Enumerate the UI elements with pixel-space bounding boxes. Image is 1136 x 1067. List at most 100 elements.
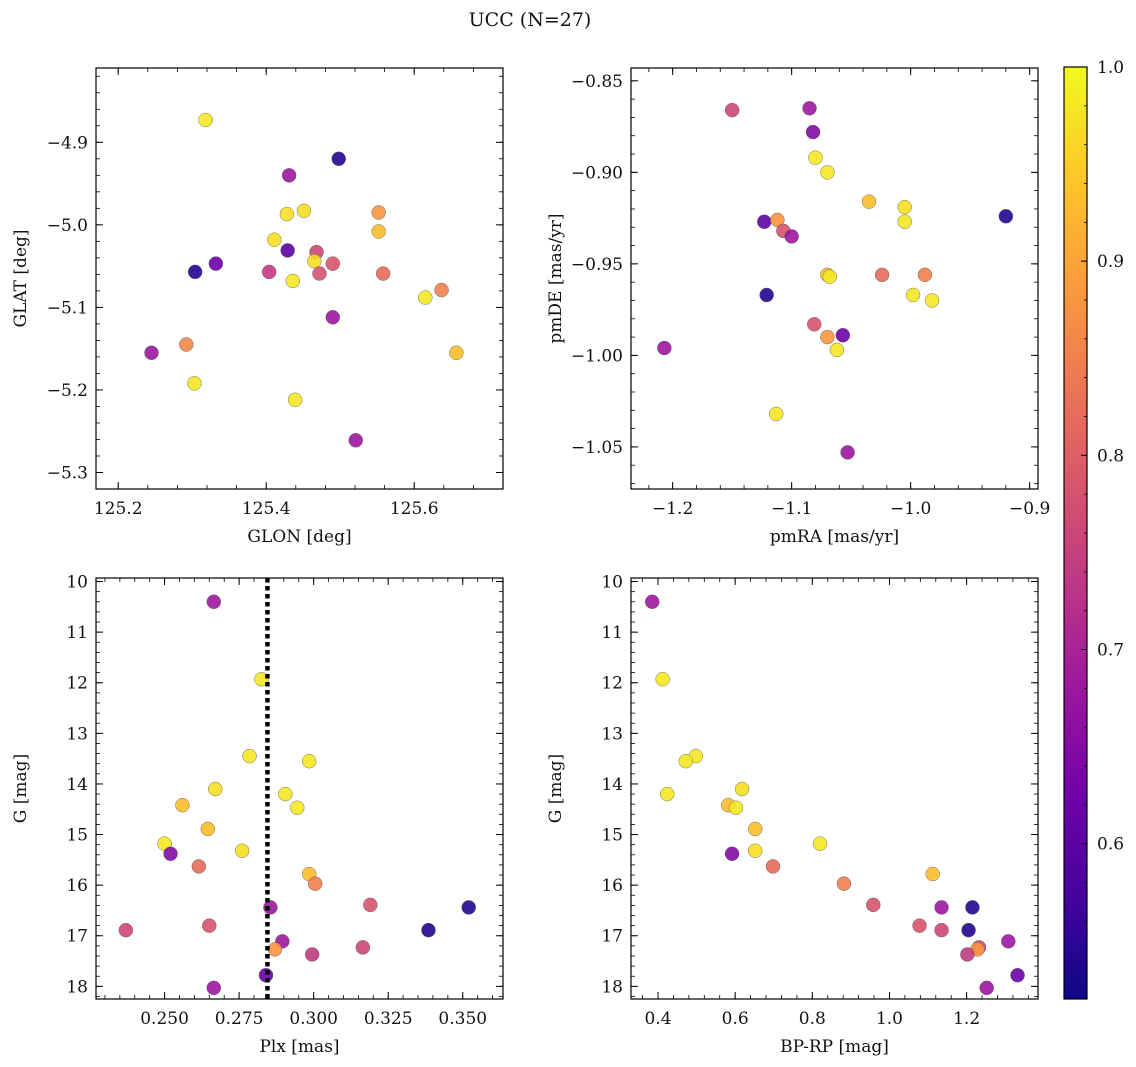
- scatter-point: [198, 112, 213, 128]
- colorbar: 0.6 0.7 0.8 0.9 1.0: [1063, 58, 1124, 1000]
- x-tick-label: 125.6: [390, 499, 439, 519]
- scatter-point: [267, 942, 283, 957]
- scatter-point: [840, 445, 855, 460]
- colorbar-tick-label: 0.7: [1097, 641, 1124, 661]
- y-tick-label: −0.95: [571, 255, 623, 275]
- scatter-point: [279, 206, 295, 222]
- scatter-point: [307, 876, 323, 891]
- scatter-point: [254, 672, 269, 687]
- scatter-point: [805, 124, 821, 140]
- scatter-point: [897, 214, 912, 229]
- scatter-point: [242, 748, 257, 764]
- x-tick-label: 0.350: [438, 1009, 487, 1029]
- scatter-point: [768, 406, 784, 422]
- scatter-point: [934, 900, 949, 915]
- scatter-point: [812, 836, 828, 851]
- scatter-point: [866, 897, 881, 913]
- x-tick-label: 0.275: [215, 1009, 264, 1029]
- scatter-point: [200, 821, 216, 837]
- x-axis-label: BP-RP [mag]: [780, 1037, 889, 1057]
- y-tick-label: 16: [601, 876, 623, 896]
- scatter-point: [208, 781, 223, 797]
- scatter-point: [657, 340, 672, 356]
- scatter-point: [287, 392, 303, 408]
- scatter-point: [301, 753, 317, 769]
- scatter-point: [418, 290, 433, 305]
- scatter-point: [934, 922, 949, 938]
- scatter-point: [924, 293, 940, 308]
- y-tick-label: 13: [66, 724, 88, 744]
- y-tick-label: 14: [601, 775, 623, 795]
- x-tick-label: 0.8: [799, 1009, 826, 1029]
- x-tick-label: 1.0: [876, 1009, 903, 1029]
- panel-pmra-pmde: −1.2 −1.1 −1.0 −0.9 −0.85 −0.90 −0.95 −1.00 −1.0…: [546, 67, 1050, 547]
- scatter-points: [144, 112, 464, 448]
- x-tick-label: −1.0: [890, 499, 931, 519]
- scatter-point: [312, 266, 327, 281]
- x-tick-label: −0.9: [1009, 499, 1050, 519]
- scatter-point: [965, 900, 980, 915]
- x-tick-label: 0.325: [364, 1009, 413, 1029]
- scatter-point: [678, 753, 693, 769]
- y-axis-label: G [mag]: [546, 754, 566, 823]
- scatter-point: [355, 940, 371, 955]
- scatter-point: [281, 168, 297, 183]
- scatter-point: [998, 209, 1014, 224]
- colorbar-tick-label: 1.0: [1097, 58, 1124, 78]
- y-tick-label: 10: [601, 573, 623, 593]
- axes-frame: [630, 577, 1039, 1000]
- scatter-point: [979, 980, 994, 996]
- scatter-point: [655, 672, 670, 687]
- axes-frame: [95, 67, 504, 490]
- scatter-point: [765, 859, 781, 874]
- axes-frame: [630, 67, 1039, 490]
- scatter-point: [434, 282, 449, 298]
- y-axis-label: GLAT [deg]: [11, 229, 31, 327]
- scatter-point: [808, 150, 823, 165]
- scatter-point: [363, 897, 378, 913]
- colorbar-tick-label: 0.8: [1097, 446, 1124, 466]
- y-tick-label: −1.05: [571, 438, 623, 458]
- scatter-point: [261, 264, 277, 280]
- scatter-point: [917, 267, 933, 283]
- y-tick-label: 11: [66, 623, 88, 643]
- scatter-point: [822, 269, 837, 284]
- scatter-point: [757, 214, 772, 229]
- figure-title: UCC (N=27): [469, 9, 592, 31]
- y-tick-label: −5.2: [47, 381, 88, 401]
- scatter-point: [728, 800, 744, 815]
- scatter-point: [912, 918, 927, 933]
- y-tick-label: 10: [66, 573, 88, 593]
- scatter-point: [836, 876, 852, 891]
- scatter-points: [657, 101, 1014, 460]
- scatter-point: [208, 256, 224, 271]
- scatter-point: [960, 947, 975, 962]
- x-axis-label: pmRA [mas/yr]: [770, 527, 899, 547]
- scatter-point: [179, 337, 194, 352]
- y-tick-label: −1.00: [571, 346, 623, 366]
- scatter-point: [202, 918, 217, 933]
- y-tick-label: 15: [601, 826, 623, 846]
- scatter-point: [175, 797, 190, 813]
- scatter-point: [187, 264, 203, 280]
- scatter-point: [820, 165, 835, 180]
- scatter-point: [307, 253, 322, 269]
- scatter-point: [144, 345, 159, 360]
- y-tick-label: 14: [66, 775, 88, 795]
- x-tick-label: −1.2: [652, 499, 693, 519]
- scatter-point: [234, 843, 250, 858]
- scatter-point: [325, 310, 340, 325]
- scatter-point: [449, 345, 464, 360]
- y-tick-label: 12: [66, 674, 88, 694]
- scatter-point: [296, 203, 312, 219]
- y-tick-label: 12: [601, 674, 623, 694]
- axes-frame: [95, 577, 504, 1000]
- scatter-point: [807, 317, 822, 332]
- scatter-point: [206, 980, 221, 996]
- panel-glon-glat: 125.2 125.4 125.6 −4.9 −5.0 −5.1 −5.2 −5.3 GLON …: [11, 67, 504, 547]
- y-axis-label: pmDE [mas/yr]: [546, 213, 566, 343]
- scatter-point: [325, 256, 340, 271]
- scatter-point: [724, 102, 740, 118]
- x-tick-label: −1.1: [771, 499, 812, 519]
- scatter-point: [734, 781, 750, 797]
